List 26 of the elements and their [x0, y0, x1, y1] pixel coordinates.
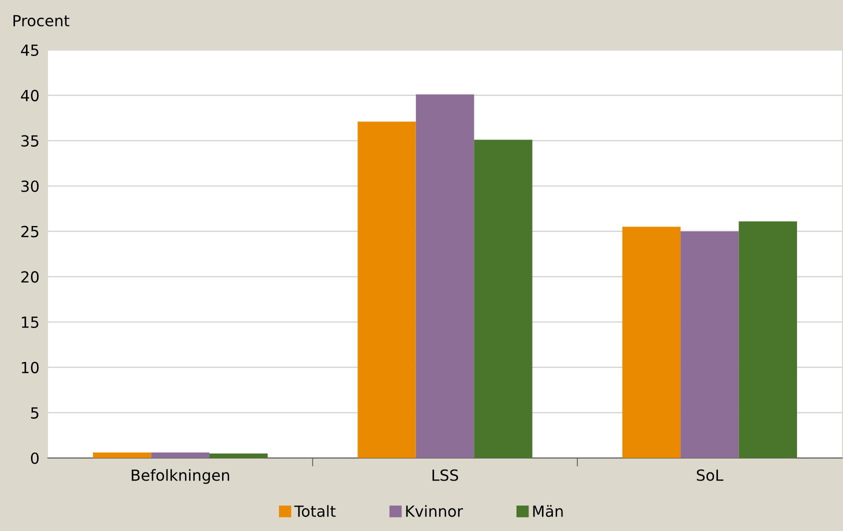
y-tick-label: 35: [21, 135, 38, 147]
bar: [738, 221, 798, 458]
x-tick-label: LSS: [432, 469, 458, 481]
bar: [92, 452, 152, 458]
bar: [209, 453, 268, 458]
y-tick-label: 45: [20, 44, 38, 56]
y-tick-label: 15: [22, 316, 38, 328]
bar: [358, 122, 416, 458]
x-tick-label: SoL: [696, 469, 724, 481]
bar: [416, 94, 474, 458]
bar: [680, 231, 739, 458]
y-tick-label: 30: [21, 180, 39, 192]
y-tick-label: 5: [31, 407, 38, 419]
bar: [474, 140, 532, 458]
y-axis-title: Procent: [14, 15, 70, 26]
legend-label: Kvinnor: [406, 505, 464, 517]
legend-label: Totalt: [294, 505, 336, 517]
x-tick-label: Befolkningen: [132, 469, 230, 484]
y-tick-label: 10: [22, 362, 39, 374]
y-tick-label: 25: [21, 226, 38, 238]
bar: [622, 226, 681, 458]
y-tick-label: 0: [30, 452, 39, 464]
y-tick-label: 20: [21, 271, 39, 283]
legend-label: Män: [533, 505, 563, 517]
y-tick-label: 40: [20, 90, 39, 102]
bar: [151, 452, 210, 458]
